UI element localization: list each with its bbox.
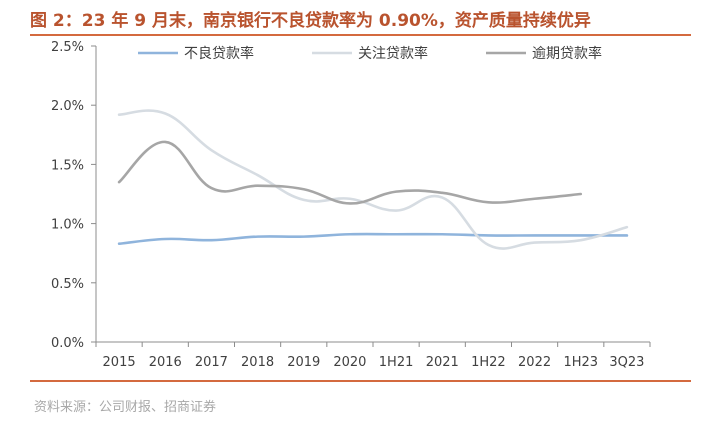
y-tick-label: 2.0% <box>51 99 84 114</box>
legend-label-3: 逾期贷款率 <box>532 45 602 62</box>
axes: 0.0% 0.5% 1.0% 1.5% 2.0% 2.5% 2015 2016 2017 2018… <box>51 40 651 370</box>
y-tick-label: 0.5% <box>51 277 84 292</box>
series-line-2 <box>117 109 629 250</box>
y-tick-label: 1.0% <box>51 218 84 233</box>
x-tick-label: 2018 <box>241 355 274 370</box>
x-tick-label: 2020 <box>333 355 366 370</box>
x-tick-label: 2016 <box>149 355 182 370</box>
x-tick-label: 1H23 <box>563 355 598 370</box>
footer-divider <box>30 380 691 382</box>
y-tick-label: 2.5% <box>51 40 84 55</box>
legend-label-1: 不良贷款率 <box>184 45 254 62</box>
series-line-3 <box>117 140 583 205</box>
series-line-1 <box>117 232 629 246</box>
x-tick-label: 2019 <box>287 355 320 370</box>
x-tick-label: 2021 <box>426 355 459 370</box>
x-tick-label: 2022 <box>518 355 551 370</box>
x-tick-label: 3Q23 <box>609 355 644 370</box>
series-lines <box>117 109 629 250</box>
x-tick-label: 1H21 <box>379 355 414 370</box>
x-tick-label: 1H22 <box>471 355 506 370</box>
chart-title: 图 2：23 年 9 月末，南京银行不良贷款率为 0.90%，资产质量持续优异 <box>30 11 591 31</box>
title-divider <box>30 34 691 36</box>
source-note: 资料来源：公司财报、招商证券 <box>34 400 217 415</box>
legend: 不良贷款率 关注贷款率 逾期贷款率 <box>138 45 602 62</box>
legend-label-2: 关注贷款率 <box>358 45 428 62</box>
y-tick-label: 1.5% <box>51 158 84 173</box>
x-tick-label: 2015 <box>103 355 136 370</box>
x-tick-label: 2017 <box>195 355 228 370</box>
y-tick-label: 0.0% <box>51 336 84 351</box>
